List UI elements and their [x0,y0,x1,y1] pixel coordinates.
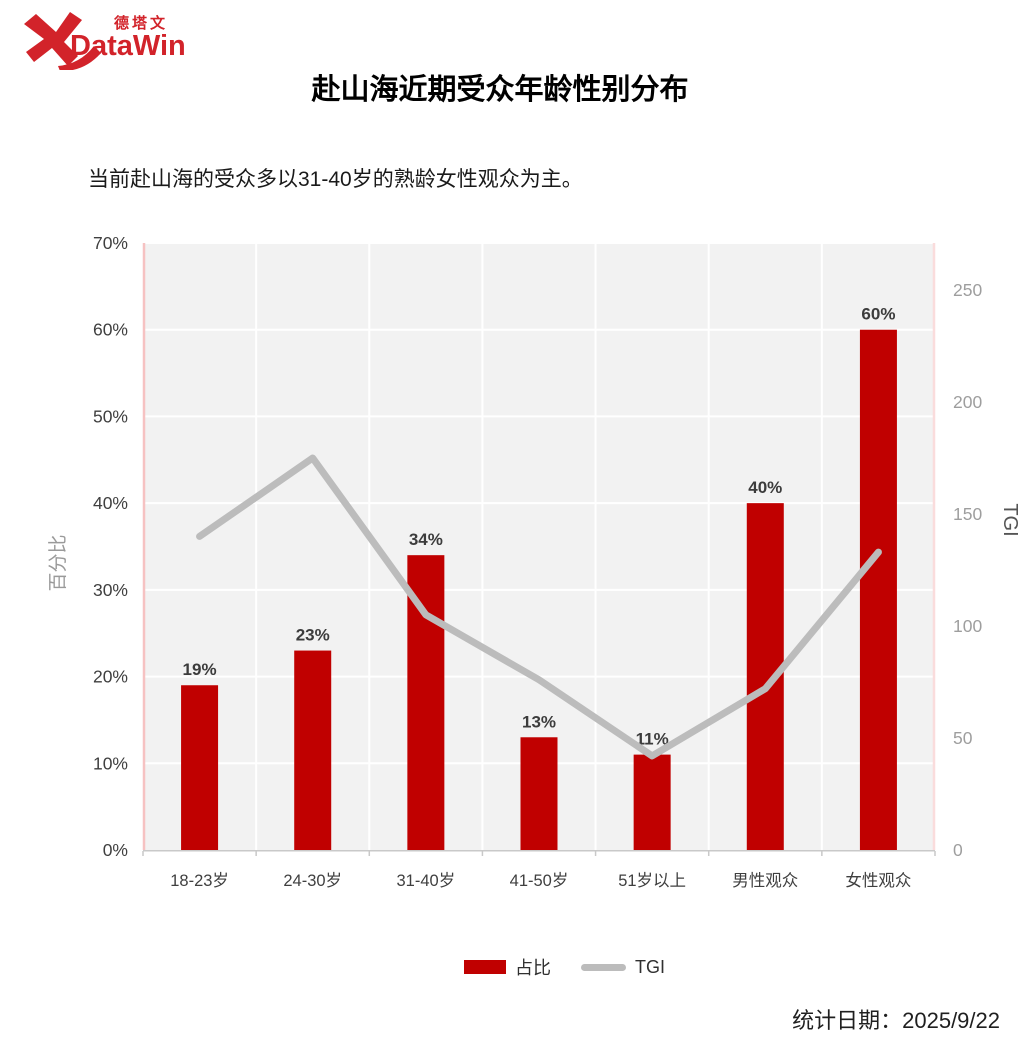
left-tick-label: 50% [93,406,128,426]
bar-value-label: 13% [522,712,556,731]
legend-label-line: TGI [635,956,665,977]
bar [294,650,332,850]
legend-item-line: TGI [581,957,665,978]
left-axis-title: 百分比 [47,534,69,591]
category-label: 41-50岁 [510,871,569,890]
category-label: 男性观众 [732,871,798,890]
legend-item-bar: 占比 [464,954,551,980]
category-label: 24-30岁 [283,871,342,890]
page-title: 赴山海近期受众年龄性别分布 [311,74,689,106]
datawin-logo-icon [24,12,101,70]
bar [407,555,445,850]
datawin-logo: 德塔文 DataWin [18,6,208,72]
right-tick-label: 50 [953,728,973,748]
left-tick-label: 20% [93,667,128,687]
legend-label-bar: 占比 [515,958,551,978]
category-label: 女性观众 [845,871,911,890]
left-tick-label: 10% [93,753,128,773]
left-tick-label: 70% [93,233,128,253]
bar-value-label: 11% [636,730,669,749]
category-label: 51岁以上 [618,871,686,890]
category-label: 18-23岁 [170,871,229,890]
bar [181,685,219,850]
left-tick-label: 0% [103,840,128,860]
stat-date: 统计日期：2025/9/22 [792,1008,1000,1033]
bar-value-label: 23% [296,626,330,645]
bar-value-label: 60% [861,305,895,324]
page-subtitle: 当前赴山海的受众多以31-40岁的熟龄女性观众为主。 [88,168,583,191]
left-tick-label: 60% [93,320,128,340]
right-tick-label: 0 [953,840,963,860]
bar [520,737,558,850]
right-tick-label: 100 [953,616,982,636]
bar-value-label: 34% [409,530,443,549]
bar-value-label: 40% [748,478,782,497]
logo-text-en: DataWin [70,30,186,62]
bar-value-label: 19% [183,660,217,679]
bar [633,754,671,850]
left-tick-label: 40% [93,493,128,513]
category-label: 31-40岁 [397,871,456,890]
tgi-line [196,454,882,760]
chart-legend: 占比 TGI [48,954,1033,980]
logo-text-cn: 德塔文 [114,15,169,32]
left-tick-label: 30% [93,580,128,600]
bar-swatch-icon [464,960,506,974]
bar [859,329,897,850]
right-tick-label: 200 [953,392,982,412]
line-swatch-icon [581,963,626,971]
right-axis-title: TGI [999,503,1021,536]
right-tick-label: 250 [953,280,982,300]
right-tick-label: 150 [953,504,982,524]
